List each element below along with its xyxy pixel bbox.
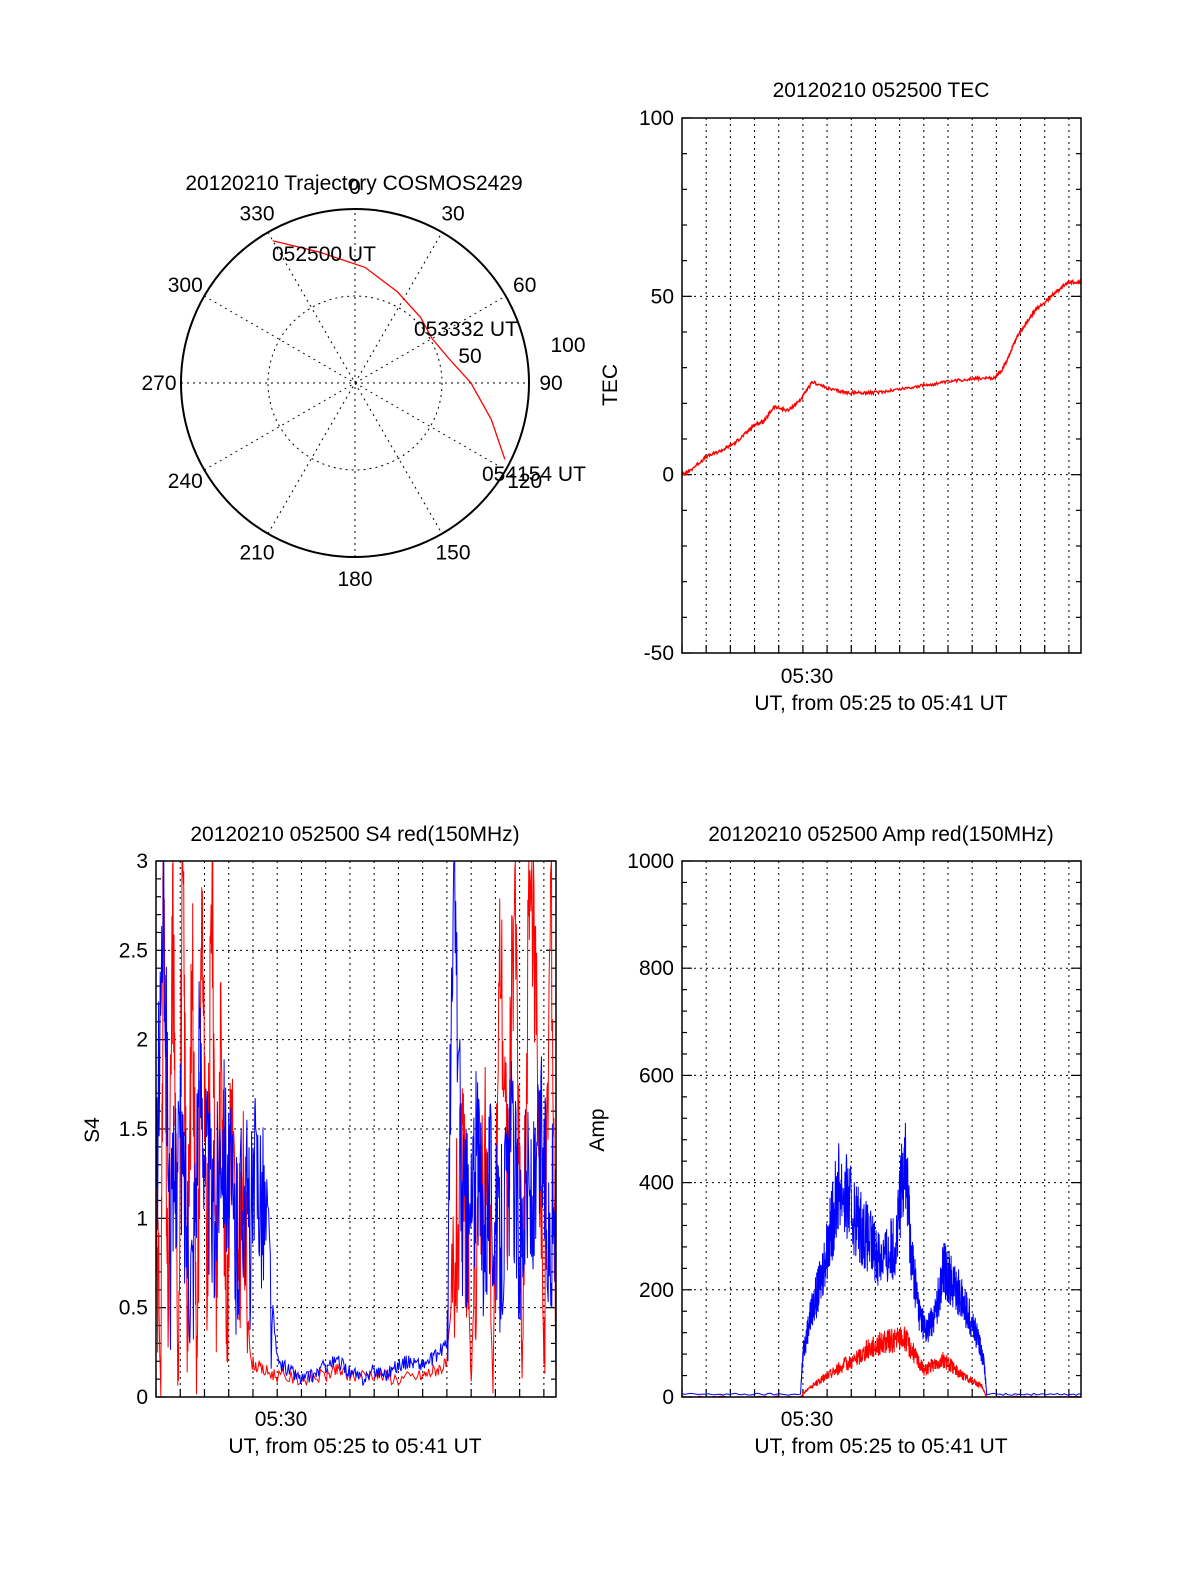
- p-tec-ytick-label-1: 0: [662, 464, 674, 487]
- polar-azimuth-label-120: 120: [507, 470, 542, 493]
- p-tec-frame: [681, 117, 1082, 654]
- polar-azimuth-label-60: 60: [513, 274, 536, 297]
- polar-azimuth-labels: 0 30 60 90 120 150 180 210 240 270 300 330: [141, 176, 562, 591]
- s4-panel: 20120210 052500 S4 red(150MHz) S4 UT, fr…: [81, 823, 557, 1458]
- polar-azimuth-label-270: 270: [141, 372, 176, 395]
- amp-xtick-label: 05:30: [781, 1408, 834, 1431]
- polar-title: 20120210 Trajectory COSMOS2429: [185, 172, 522, 195]
- p-s4-ytick-label-3: 1.5: [119, 1118, 148, 1141]
- p-s4-ytick-label-2: 1: [136, 1207, 148, 1230]
- p-s4-ytick-label-4: 2: [136, 1029, 148, 1052]
- p-amp-ytick-label-1: 200: [639, 1279, 674, 1302]
- polar-azimuth-label-330: 330: [239, 202, 274, 225]
- p-amp-ytick-label-5: 1000: [627, 850, 674, 873]
- s4-ylabel: S4: [81, 1117, 104, 1143]
- p-s4-frame: [155, 860, 557, 1398]
- s4-xlabel: UT, from 05:25 to 05:41 UT: [228, 1435, 481, 1458]
- p-tec-ytick-label-2: 50: [651, 285, 674, 308]
- p-tec-ytick-label-0: -50: [644, 642, 674, 665]
- trajectory-start-label: 052500 UT: [272, 243, 376, 266]
- tec-xtick-label: 05:30: [781, 665, 834, 688]
- p-tec-ytick-label-3: 100: [639, 107, 674, 130]
- tec-xlabel: UT, from 05:25 to 05:41 UT: [754, 692, 1007, 715]
- polar-azimuth-label-30: 30: [441, 202, 464, 225]
- amp-xlabel: UT, from 05:25 to 05:41 UT: [754, 1435, 1007, 1458]
- polar-azimuth-label-0: 0: [349, 176, 361, 199]
- amp-ylabel: Amp: [586, 1108, 609, 1151]
- p-tec-series-red: [681, 278, 1082, 477]
- tec-ylabel: TEC: [599, 364, 622, 406]
- p-s4-ytick-label-5: 2.5: [119, 939, 148, 962]
- p-amp-series-red: [681, 1326, 1081, 1398]
- p-s4-ytick-label-0: 0: [136, 1386, 148, 1409]
- polar-radial-label-50: 50: [458, 345, 481, 368]
- polar-azimuth-label-150: 150: [435, 542, 470, 565]
- tec-panel: 20120210 052500 TEC TEC UT, from 05:25 t…: [599, 79, 1082, 715]
- trajectory-polar-plot: 20120210 Trajectory COSMOS2429 0 30 60 90 12…: [141, 172, 586, 591]
- polar-azimuth-label-90: 90: [539, 372, 562, 395]
- p-s4-ytick-label-1: 0.5: [119, 1297, 148, 1320]
- p-amp-ytick-label-2: 400: [639, 1172, 674, 1195]
- p-amp-ytick-label-4: 800: [639, 957, 674, 980]
- trajectory-end-label: 054154 UT: [482, 463, 586, 486]
- polar-azimuth-label-210: 210: [239, 542, 274, 565]
- polar-azimuth-label-240: 240: [168, 470, 203, 493]
- tec-title: 20120210 052500 TEC: [773, 79, 990, 102]
- polar-inner-circle: [267, 295, 443, 471]
- p-amp-frame: [681, 860, 1082, 1398]
- trajectory-line: [272, 240, 506, 460]
- p-amp-series-blue: [681, 1122, 1082, 1396]
- polar-azimuth-label-300: 300: [168, 274, 203, 297]
- amp-title: 20120210 052500 Amp red(150MHz): [708, 823, 1054, 846]
- s4-title: 20120210 052500 S4 red(150MHz): [190, 823, 519, 846]
- amp-panel: 20120210 052500 Amp red(150MHz) Amp UT, …: [586, 823, 1082, 1458]
- p-s4-ytick-label-6: 3: [136, 850, 148, 873]
- p-s4-series-blue: [155, 860, 557, 1386]
- trajectory-mid-label: 053332 UT: [414, 318, 518, 341]
- s4-xtick-label: 05:30: [255, 1408, 308, 1431]
- polar-spoke-5: [267, 232, 443, 534]
- polar-azimuth-label-180: 180: [337, 568, 372, 591]
- p-amp-ytick-label-3: 600: [639, 1064, 674, 1087]
- p-amp-ytick-label-0: 0: [662, 1386, 674, 1409]
- polar-radial-label-100: 100: [550, 334, 585, 357]
